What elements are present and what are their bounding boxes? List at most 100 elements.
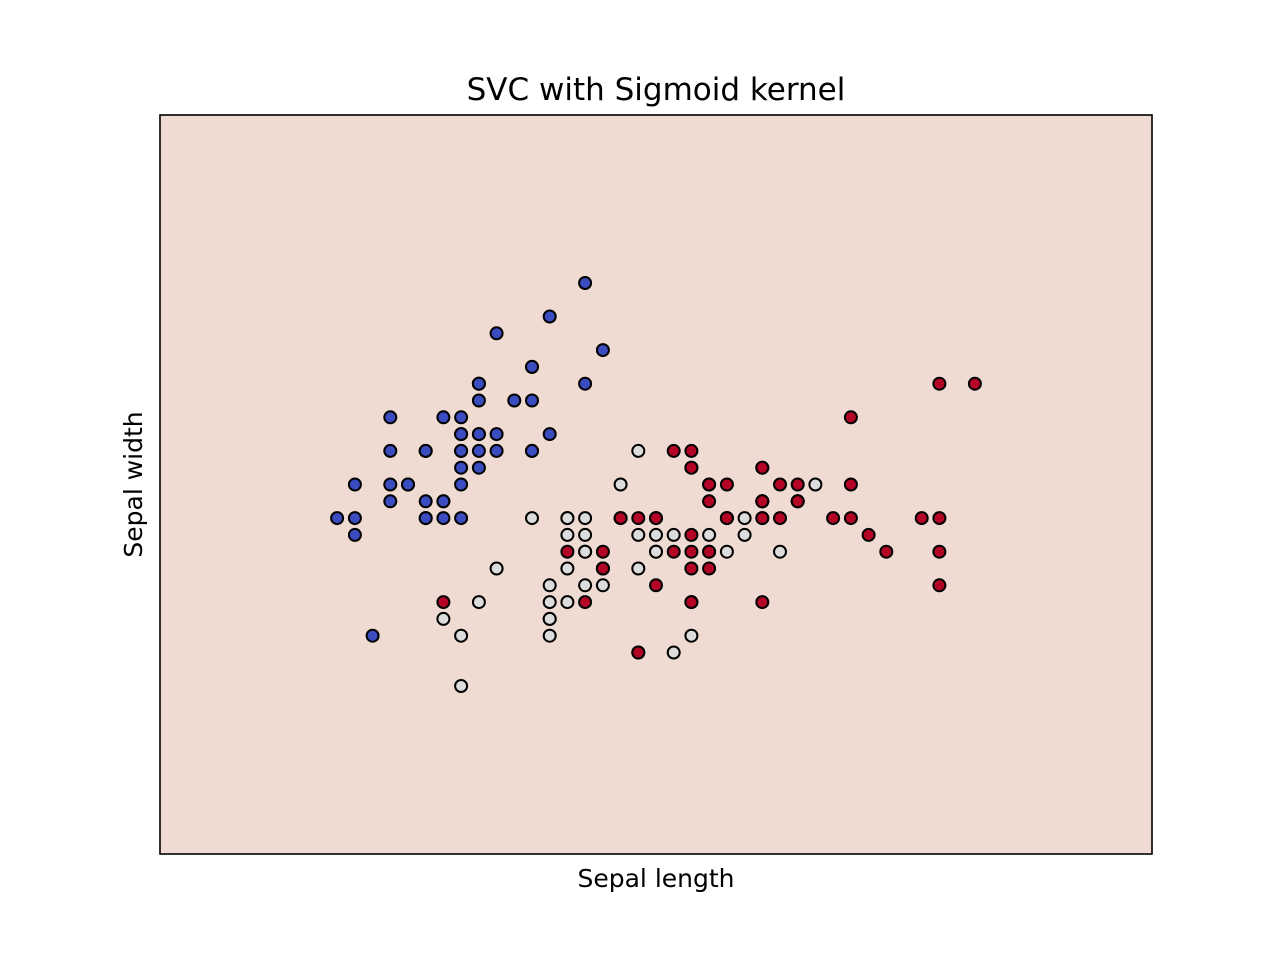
data-point-s1-25 — [773, 544, 787, 559]
data-point-s2-2 — [826, 511, 841, 526]
data-points — [330, 276, 982, 693]
data-point-s2-18 — [932, 578, 947, 593]
data-point-s0-3 — [383, 494, 398, 509]
data-point-s2-8 — [755, 595, 770, 610]
data-point-s1-12 — [649, 527, 663, 542]
data-point-s2-5 — [914, 511, 929, 526]
data-point-s0-46 — [471, 376, 486, 391]
data-point-s0-28 — [489, 443, 504, 458]
data-point-s0-29 — [401, 477, 415, 492]
data-point-s0-1 — [436, 511, 451, 526]
data-point-s2-30 — [879, 544, 894, 559]
data-point-s0-32 — [489, 326, 504, 341]
data-point-s1-41 — [595, 578, 610, 593]
data-point-s1-43 — [560, 561, 575, 576]
data-point-s2-46 — [684, 595, 699, 610]
data-point-s1-48 — [578, 544, 593, 559]
data-point-s2-29 — [843, 511, 858, 526]
data-point-s2-10 — [719, 477, 734, 492]
data-point-s0-16 — [525, 359, 539, 374]
data-point-s0-17 — [471, 427, 486, 442]
data-point-s2-48 — [666, 443, 681, 458]
data-point-s1-17 — [666, 645, 681, 660]
data-point-s1-27 — [631, 527, 646, 542]
data-point-s2-43 — [773, 477, 787, 492]
data-point-s1-38 — [542, 595, 557, 610]
data-point-s2-7 — [861, 527, 876, 542]
data-point-s0-25 — [454, 511, 469, 526]
data-point-s1-36 — [684, 628, 699, 643]
data-point-s1-24 — [737, 511, 752, 526]
data-point-s2-21 — [560, 544, 575, 559]
data-point-s1-49 — [808, 477, 823, 492]
data-point-s2-47 — [719, 511, 734, 526]
data-point-s2-11 — [702, 561, 717, 576]
data-point-s2-19 — [631, 645, 646, 660]
data-point-s1-30 — [542, 611, 557, 626]
data-point-s0-33 — [542, 309, 557, 324]
data-point-s2-9 — [843, 410, 858, 425]
data-point-s2-13 — [578, 595, 593, 610]
data-point-s0-42 — [347, 477, 362, 492]
data-point-s0-37 — [436, 410, 451, 425]
data-point-s0-43 — [454, 427, 469, 442]
data-point-s1-39 — [542, 578, 557, 593]
data-point-s2-0 — [684, 460, 699, 475]
data-point-s1-37 — [560, 511, 575, 526]
data-point-s1-46 — [666, 527, 681, 542]
data-point-s0-39 — [471, 443, 486, 458]
data-point-s0-34 — [436, 494, 451, 509]
data-point-s0-8 — [347, 527, 362, 542]
data-point-s1-34 — [631, 443, 646, 458]
data-point-s2-22 — [932, 544, 947, 559]
data-point-s0-47 — [383, 477, 398, 492]
plot-area — [160, 115, 1152, 854]
data-point-s2-33 — [684, 544, 699, 559]
data-point-s2-12 — [773, 511, 787, 526]
data-point-s0-14 — [595, 343, 610, 358]
data-point-s1-9 — [454, 679, 469, 693]
plot-frame — [159, 114, 1153, 855]
data-point-s2-42 — [595, 561, 610, 576]
data-point-s2-17 — [932, 376, 947, 391]
y-axis-label: Sepal width — [119, 411, 148, 557]
data-point-s0-18 — [578, 376, 593, 391]
data-point-s1-44 — [578, 511, 593, 526]
data-point-s2-34 — [649, 578, 663, 593]
data-point-s0-26 — [454, 443, 469, 458]
data-point-s2-40 — [755, 494, 770, 509]
x-axis-label: Sepal length — [577, 864, 734, 893]
data-point-s2-49 — [613, 511, 628, 526]
data-point-s1-45 — [578, 527, 593, 542]
data-point-s0-36 — [542, 427, 557, 442]
data-point-s1-13 — [560, 527, 575, 542]
data-point-s2-20 — [790, 477, 805, 492]
data-point-s1-47 — [471, 595, 486, 610]
data-point-s0-48 — [507, 393, 522, 408]
data-point-s2-23 — [684, 561, 699, 576]
data-point-s1-3 — [719, 544, 734, 559]
data-point-s2-36 — [684, 443, 699, 458]
data-point-s1-19 — [613, 477, 628, 492]
data-point-s2-35 — [932, 511, 947, 526]
data-point-s0-21 — [471, 393, 486, 408]
data-point-s0-35 — [454, 477, 469, 492]
chart-title: SVC with Sigmoid kernel — [467, 72, 846, 108]
data-point-s1-18 — [560, 595, 575, 610]
data-point-s1-2 — [542, 628, 557, 643]
data-point-s1-32 — [631, 561, 646, 576]
data-point-s0-23 — [471, 460, 486, 475]
data-point-s0-45 — [418, 511, 433, 526]
data-point-s2-32 — [702, 544, 717, 559]
data-point-s0-10 — [525, 393, 539, 408]
data-point-s1-7 — [737, 527, 752, 542]
data-point-s1-33 — [525, 511, 539, 526]
data-point-s0-38 — [347, 511, 362, 526]
data-point-s0-31 — [525, 443, 539, 458]
data-point-s0-30 — [418, 494, 433, 509]
data-point-s1-6 — [436, 611, 451, 626]
data-point-s1-42 — [454, 628, 469, 643]
data-point-s0-22 — [383, 410, 398, 425]
data-point-s0-6 — [383, 443, 398, 458]
